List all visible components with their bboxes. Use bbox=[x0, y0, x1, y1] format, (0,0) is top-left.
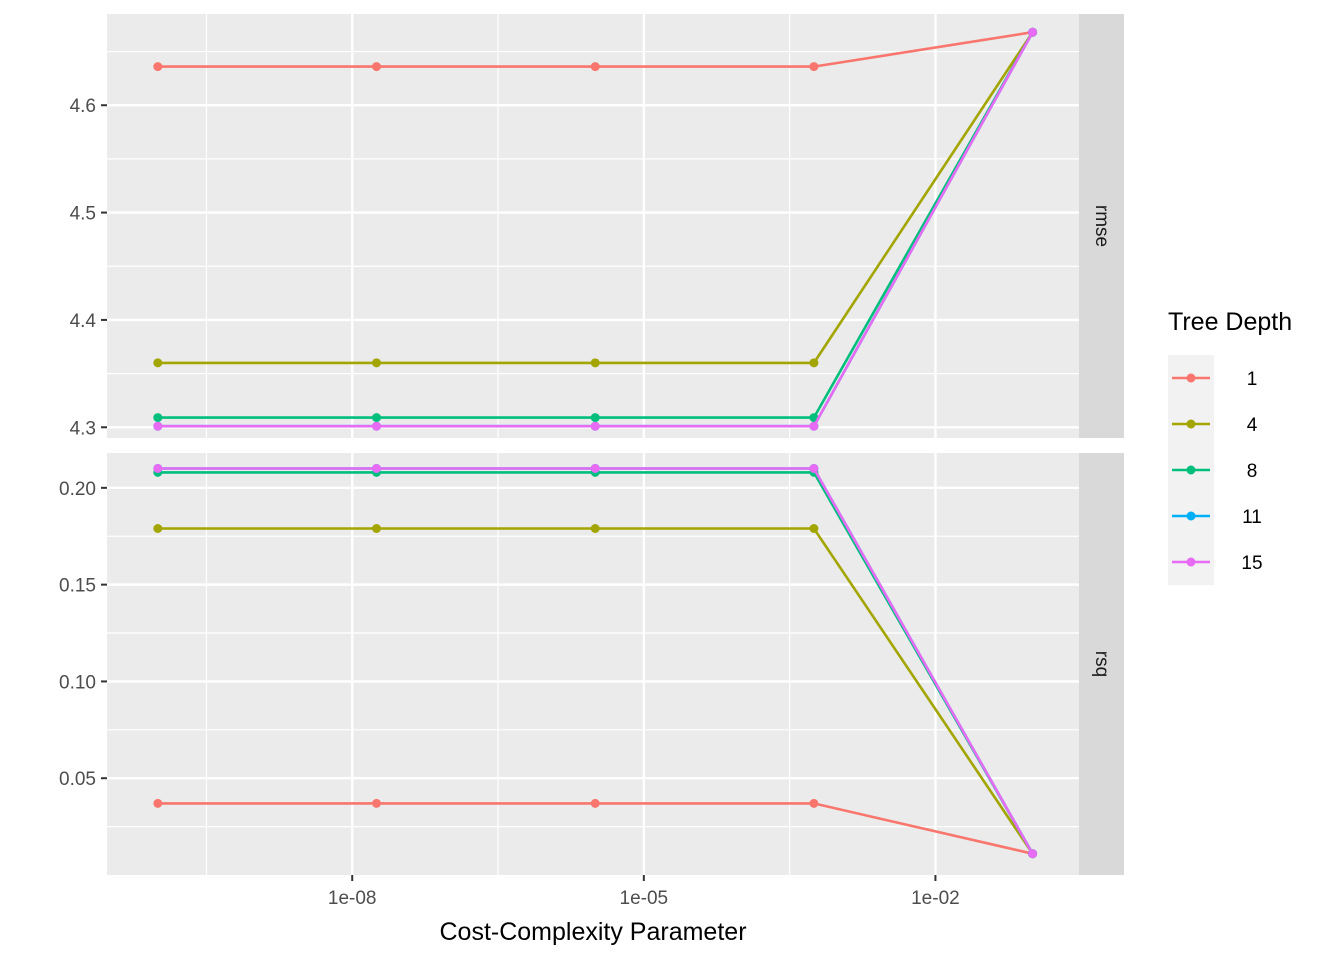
data-point-depth-15 bbox=[809, 463, 819, 473]
y-tick-label: 4.6 bbox=[70, 96, 96, 117]
data-point-depth-15 bbox=[590, 421, 600, 431]
facet-strip bbox=[1079, 453, 1124, 875]
y-tick-label: 4.5 bbox=[70, 204, 96, 225]
data-point-depth-8 bbox=[153, 413, 163, 423]
data-point-depth-4 bbox=[372, 358, 382, 368]
data-point-depth-4 bbox=[372, 523, 382, 533]
legend-entry-depth-15: 15 bbox=[1168, 539, 1263, 585]
facet-strip-label: rsq bbox=[1091, 651, 1112, 677]
data-point-depth-1 bbox=[590, 798, 600, 808]
legend-entry-depth-4: 4 bbox=[1168, 401, 1258, 447]
data-point-depth-4 bbox=[153, 523, 163, 533]
legend-key-point bbox=[1186, 419, 1196, 429]
data-point-depth-1 bbox=[809, 62, 819, 72]
data-point-depth-4 bbox=[809, 523, 819, 533]
data-point-depth-1 bbox=[153, 798, 163, 808]
facet-panel-rmse: 4.3 4.4 4.5 4.6 rmse bbox=[70, 14, 1124, 439]
legend-key-point bbox=[1186, 373, 1196, 383]
y-tick-label: 0.05 bbox=[59, 769, 96, 790]
y-tick-label: 0.10 bbox=[59, 672, 96, 693]
data-point-depth-15 bbox=[372, 421, 382, 431]
legend-label: 4 bbox=[1247, 415, 1258, 436]
data-point-depth-1 bbox=[372, 798, 382, 808]
legend-key-point bbox=[1186, 465, 1196, 475]
data-point-depth-15 bbox=[153, 421, 163, 431]
legend-label: 15 bbox=[1241, 553, 1262, 574]
x-axis-title: Cost-Complexity Parameter bbox=[439, 918, 746, 946]
data-point-depth-15 bbox=[1028, 849, 1038, 859]
x-tick-label: 1e-02 bbox=[911, 888, 960, 909]
y-tick-label: 4.3 bbox=[70, 418, 96, 439]
y-tick-label: 0.20 bbox=[59, 479, 96, 500]
legend-entry-depth-11: 11 bbox=[1168, 493, 1262, 539]
legend-entry-depth-1: 1 bbox=[1168, 355, 1257, 401]
legend-entry-depth-8: 8 bbox=[1168, 447, 1257, 493]
data-point-depth-4 bbox=[153, 358, 163, 368]
data-point-depth-15 bbox=[153, 463, 163, 473]
data-point-depth-1 bbox=[372, 62, 382, 72]
legend-key-point bbox=[1186, 557, 1196, 567]
data-point-depth-1 bbox=[590, 62, 600, 72]
facet-panel-rsq: 0.05 0.10 0.15 0.20 rsq 1e-08 1e-05 1e-02 bbox=[59, 453, 1124, 909]
data-point-depth-15 bbox=[1028, 27, 1038, 37]
legend: Tree Depth 1 4 8 11 15 bbox=[1168, 308, 1292, 585]
legend-key-point bbox=[1186, 511, 1196, 521]
panel-background bbox=[107, 453, 1079, 875]
legend-title: Tree Depth bbox=[1168, 308, 1292, 336]
data-point-depth-15 bbox=[590, 463, 600, 473]
x-tick-label: 1e-05 bbox=[620, 888, 669, 909]
data-point-depth-8 bbox=[590, 413, 600, 423]
legend-label: 8 bbox=[1247, 461, 1258, 482]
facet-strip-label: rmse bbox=[1091, 205, 1112, 247]
data-point-depth-8 bbox=[372, 413, 382, 423]
data-point-depth-4 bbox=[809, 358, 819, 368]
y-tick-label: 0.15 bbox=[59, 576, 96, 597]
data-point-depth-15 bbox=[809, 421, 819, 431]
legend-label: 11 bbox=[1242, 507, 1262, 528]
data-point-depth-1 bbox=[809, 798, 819, 808]
y-tick-label: 4.4 bbox=[70, 311, 97, 332]
x-tick-label: 1e-08 bbox=[328, 888, 377, 909]
data-point-depth-1 bbox=[153, 62, 163, 72]
data-point-depth-15 bbox=[372, 463, 382, 473]
panel-background bbox=[107, 14, 1079, 438]
data-point-depth-4 bbox=[590, 523, 600, 533]
facet-strip bbox=[1079, 14, 1124, 438]
legend-label: 1 bbox=[1247, 369, 1258, 390]
data-point-depth-4 bbox=[590, 358, 600, 368]
